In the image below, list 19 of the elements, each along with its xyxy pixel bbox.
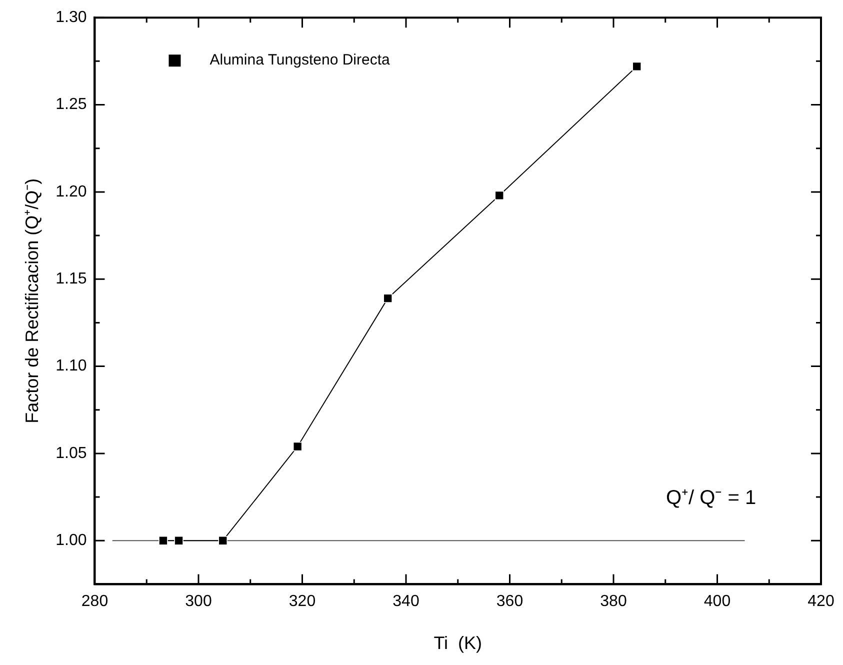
annotation: Q⁺/ Q⁻ = 1 bbox=[666, 487, 756, 510]
y-tick-label: 1.30 bbox=[56, 9, 87, 26]
y-tick-label: 1.25 bbox=[56, 96, 87, 114]
legend-label: Alumina Tungsteno Directa bbox=[210, 52, 390, 69]
y-axis-title: Factor de Rectificacion (Q⁺/Q⁻) bbox=[22, 178, 42, 424]
y-tick-label: 1.15 bbox=[56, 270, 87, 288]
y-tick-label: 1.20 bbox=[56, 183, 87, 200]
x-tick-label: 420 bbox=[808, 593, 834, 610]
x-axis-title: Ti (K) bbox=[434, 633, 482, 654]
x-tick-label: 360 bbox=[496, 593, 524, 610]
x-tick-label: 320 bbox=[288, 593, 316, 610]
x-tick-label: 300 bbox=[185, 593, 212, 610]
y-tick-label: 1.10 bbox=[56, 358, 87, 375]
x-tick-label: 380 bbox=[600, 593, 627, 610]
x-tick-label: 280 bbox=[81, 593, 108, 610]
x-tick-label: 340 bbox=[392, 593, 420, 610]
y-tick-label: 1.00 bbox=[56, 532, 87, 550]
y-tick-label: 1.05 bbox=[56, 444, 87, 462]
x-tick-label: 400 bbox=[704, 593, 731, 610]
